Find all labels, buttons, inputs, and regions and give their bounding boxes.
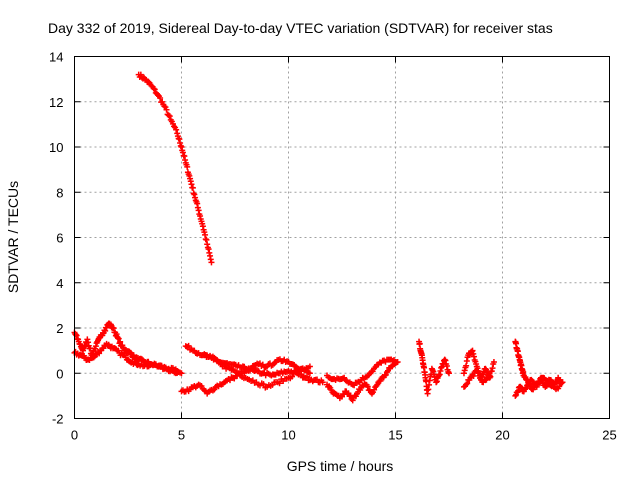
data-point [392, 358, 399, 365]
data-point [171, 123, 178, 130]
data-point [536, 380, 543, 387]
data-point [260, 381, 267, 388]
y-tick-label: 0 [56, 366, 63, 381]
data-point [349, 397, 356, 404]
y-tick-label: 2 [56, 321, 63, 336]
data-point [154, 91, 161, 98]
data-point [463, 381, 470, 388]
data-point [165, 112, 172, 119]
data-point [184, 163, 191, 170]
data-points [71, 71, 566, 404]
data-point [132, 358, 139, 365]
y-tick-label: 10 [49, 140, 63, 155]
x-tick-label: 0 [71, 428, 78, 443]
data-point [470, 373, 477, 380]
data-point [161, 103, 168, 110]
x-tick-label: 20 [495, 428, 509, 443]
data-point [464, 380, 471, 387]
data-point [535, 379, 542, 386]
y-tick-label: 12 [49, 95, 63, 110]
data-point [166, 113, 173, 120]
data-point [208, 259, 215, 266]
data-point [475, 370, 482, 377]
data-point [151, 86, 158, 93]
data-point [319, 379, 326, 386]
x-tick-label: 15 [388, 428, 402, 443]
data-point [178, 370, 185, 377]
data-point [558, 380, 565, 387]
data-point [364, 383, 371, 390]
data-point [306, 363, 313, 370]
data-point [346, 392, 353, 399]
data-point [385, 367, 392, 374]
data-point [486, 372, 493, 379]
y-tick-label: 6 [56, 231, 63, 246]
plot-frame [74, 56, 610, 419]
data-point [163, 106, 170, 113]
data-point [157, 95, 164, 102]
data-point [185, 342, 192, 349]
data-point [306, 370, 313, 377]
data-point [490, 358, 497, 365]
x-tick-label: 5 [178, 428, 185, 443]
data-point [446, 370, 452, 377]
data-point [173, 126, 180, 133]
data-point [217, 360, 224, 367]
data-point [158, 362, 165, 369]
data-point [559, 379, 566, 386]
data-point [150, 85, 157, 92]
data-point [298, 371, 305, 378]
x-tick-label: 25 [602, 428, 616, 443]
y-tick-label: 4 [56, 276, 63, 291]
data-point [416, 340, 423, 347]
data-point [90, 354, 97, 361]
y-tick-label: 14 [49, 50, 63, 65]
data-point [528, 376, 535, 383]
data-point [189, 184, 196, 191]
y-tick-label: 8 [56, 185, 63, 200]
data-point [544, 377, 551, 384]
data-point [276, 380, 283, 387]
data-point [137, 71, 144, 78]
y-tick-label: -2 [52, 412, 64, 427]
data-point [289, 373, 296, 380]
x-tick-label: 10 [281, 428, 295, 443]
y-axis-title: SDTVAR / TECUs [5, 181, 21, 293]
x-axis-title: GPS time / hours [287, 458, 394, 474]
data-point [304, 373, 311, 380]
chart-title: Day 332 of 2019, Sidereal Day-to-day VTE… [48, 20, 553, 36]
